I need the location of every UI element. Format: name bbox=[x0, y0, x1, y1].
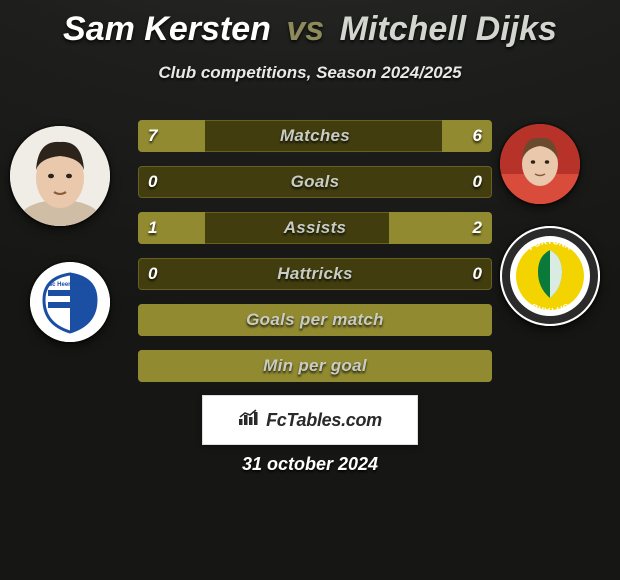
stat-row-goals: 0 Goals 0 bbox=[138, 166, 492, 198]
club-right-svg: FORTUNA SITTARD bbox=[500, 226, 600, 326]
attribution-box: FcTables.com bbox=[202, 395, 418, 445]
attribution-text: FcTables.com bbox=[266, 410, 382, 431]
stat-row-min-per-goal: Min per goal bbox=[138, 350, 492, 382]
stat-right-value: 6 bbox=[473, 120, 482, 152]
stat-row-matches: 7 Matches 6 bbox=[138, 120, 492, 152]
player2-avatar-svg bbox=[500, 124, 580, 204]
stat-label: Min per goal bbox=[138, 350, 492, 382]
stat-right-value: 0 bbox=[473, 258, 482, 290]
player1-club-badge: sc Heerenveen bbox=[30, 262, 110, 342]
title-vs: vs bbox=[286, 10, 324, 48]
page-title: Sam Kersten vs Mitchell Dijks bbox=[0, 0, 620, 49]
stat-right-value: 0 bbox=[473, 166, 482, 198]
stat-row-goals-per-match: Goals per match bbox=[138, 304, 492, 336]
stat-bars: 7 Matches 6 0 Goals 0 1 Assists 2 0 Hatt… bbox=[138, 120, 492, 396]
stat-label: Matches bbox=[138, 120, 492, 152]
stat-row-assists: 1 Assists 2 bbox=[138, 212, 492, 244]
date-label: 31 october 2024 bbox=[0, 454, 620, 475]
stat-label: Hattricks bbox=[138, 258, 492, 290]
title-player1: Sam Kersten bbox=[63, 10, 271, 48]
player2-club-badge: FORTUNA SITTARD bbox=[500, 226, 600, 326]
player1-avatar-svg bbox=[10, 126, 110, 226]
title-player2: Mitchell Dijks bbox=[340, 10, 557, 48]
stat-label: Assists bbox=[138, 212, 492, 244]
player2-avatar bbox=[500, 124, 580, 204]
stat-row-hattricks: 0 Hattricks 0 bbox=[138, 258, 492, 290]
svg-text:sc Heerenveen: sc Heerenveen bbox=[49, 282, 92, 288]
infographic-root: Sam Kersten vs Mitchell Dijks Club compe… bbox=[0, 0, 620, 580]
subtitle: Club competitions, Season 2024/2025 bbox=[0, 63, 620, 83]
stat-label: Goals per match bbox=[138, 304, 492, 336]
player1-avatar bbox=[10, 126, 110, 226]
chart-icon bbox=[238, 408, 260, 432]
stat-label: Goals bbox=[138, 166, 492, 198]
club-left-svg: sc Heerenveen bbox=[30, 262, 110, 342]
stat-right-value: 2 bbox=[473, 212, 482, 244]
